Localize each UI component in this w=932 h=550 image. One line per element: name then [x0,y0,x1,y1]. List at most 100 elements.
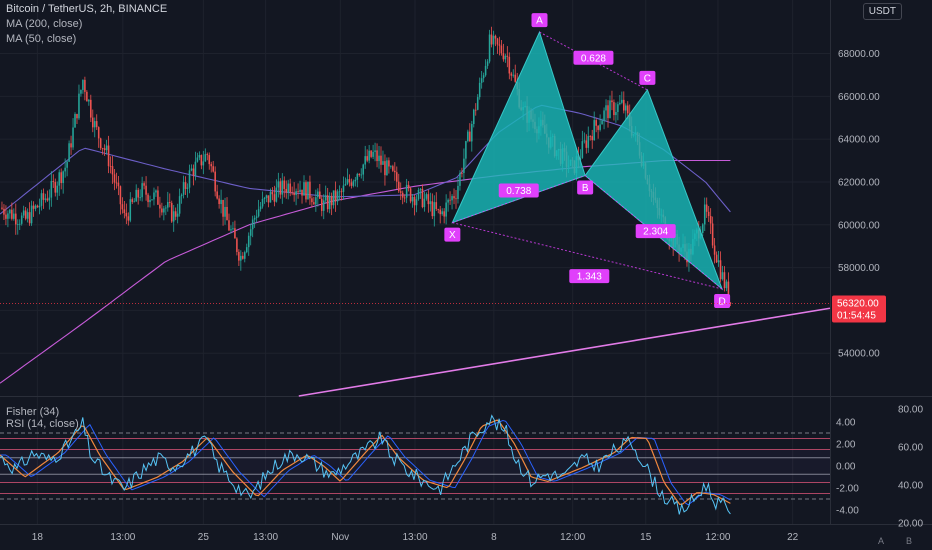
candle-body [348,179,351,183]
time-tick-5: 13:00 [402,532,427,543]
candle [143,181,145,190]
candle-body [216,191,218,199]
candle [388,157,390,174]
candle-body [123,209,126,214]
candle [386,157,388,176]
pattern-ratio-1: 0.738 [498,183,539,198]
candle-body [405,184,408,198]
symbol-legend[interactable]: Bitcoin / TetherUS, 2h, BINANCE [6,3,167,15]
candle [135,184,137,202]
candle-body [293,192,295,196]
candle-body [161,208,163,213]
candle-body [447,199,449,203]
candle [267,195,270,208]
ma50-legend[interactable]: MA (50, close) [6,33,77,45]
candle-body [84,79,86,92]
candle [591,129,594,149]
currency-button[interactable]: USDT [862,3,902,20]
candle [88,98,90,106]
candle [26,208,29,223]
candle [484,59,487,77]
candle [721,265,724,281]
candle [208,152,211,170]
price-tick-4: 62000.00 [838,177,880,188]
pattern-ratio-0-bg [573,50,614,65]
candle [482,72,485,83]
candle-body [196,157,199,162]
log-scale-button[interactable]: B [905,536,912,546]
ma200-legend[interactable]: MA (200, close) [6,18,83,30]
candle [115,172,118,189]
candle [336,189,339,206]
candle [324,185,327,203]
candle [184,176,187,195]
candle [719,251,722,283]
candle [243,250,246,263]
fisher-legend[interactable]: Fisher (34) [6,406,60,418]
time-axis: 18 13:00 25 13:00 Nov 13:00 8 12:00 15 12:00 22 [32,532,799,543]
candle-body [619,102,621,105]
candle-body [236,238,238,252]
pattern-point-b: B [577,180,594,195]
candle-body [182,182,185,195]
candle-body [159,204,161,209]
candle-body [313,202,315,205]
candle-body [344,183,347,186]
candle [234,220,236,239]
candle-body [28,212,31,224]
candle [214,166,216,197]
candle-body [153,192,155,200]
candle [259,201,262,212]
candle-body [220,199,222,205]
pattern-point-b-text: B [582,183,589,194]
candle-body [172,211,175,222]
candle-body [311,198,313,203]
candle-body [419,188,422,191]
candle [423,191,426,212]
candle [1,201,3,211]
candle-body [9,209,11,214]
candle [226,197,228,221]
candle [202,150,205,175]
candle [249,223,252,246]
candle-body [253,217,256,220]
candle-body [401,192,404,198]
candle [340,188,343,201]
candle [7,210,9,228]
candle-body [713,245,716,255]
candle-body [727,281,730,303]
rsi-legend[interactable]: RSI (14, close) [6,418,79,430]
candle [411,193,414,208]
candle-body [121,204,124,210]
candle-body [334,190,337,202]
candle-body [364,156,366,165]
candle [320,195,323,217]
candle-body [597,125,599,130]
candle [447,198,449,212]
candle [236,237,238,256]
candle-body [11,209,13,219]
candle-body [176,213,179,217]
candle [62,170,64,194]
candle [167,191,169,212]
candle [437,208,440,214]
price-tick-0: 54000.00 [838,349,880,360]
candle [471,120,473,152]
auto-scale-button[interactable]: A [877,536,884,546]
candle [228,213,230,232]
candle-body [267,195,270,203]
candle [366,149,368,163]
candle-body [88,99,90,102]
candle [283,176,286,198]
candle-body [340,191,343,193]
candle-body [26,212,29,219]
price-tick-5: 64000.00 [838,135,880,146]
candle-body [54,182,57,193]
candle [287,179,289,200]
candle-body [251,219,254,230]
candle-body [601,120,603,125]
candle [44,193,47,203]
candle-body [309,181,311,199]
price-tick-6: 66000.00 [838,92,880,103]
